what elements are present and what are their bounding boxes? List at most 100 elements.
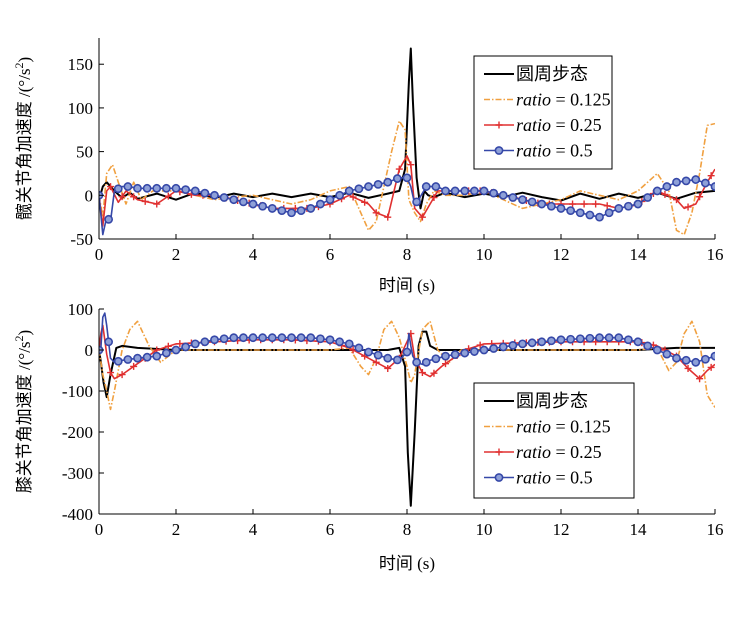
legend-label-italic: ratio <box>516 115 551 135</box>
series-line-0 <box>99 47 715 210</box>
series-marker-3 <box>431 354 441 364</box>
series-marker-3 <box>537 337 547 347</box>
series-marker-3 <box>489 344 499 353</box>
series-marker-2 <box>418 213 426 221</box>
series-marker-3 <box>527 338 537 348</box>
x-tick-label: 4 <box>249 245 258 264</box>
series-marker-2 <box>141 197 149 205</box>
legend-label-3: ratio = 0.5 <box>516 141 593 161</box>
series-marker-3 <box>229 333 239 343</box>
series-marker-3 <box>190 339 200 349</box>
y-axis-label-end: ) <box>15 57 34 63</box>
series-marker-3 <box>383 353 393 363</box>
x-tick-label: 6 <box>326 245 335 264</box>
series-marker-3 <box>258 333 268 343</box>
series-marker-3 <box>604 333 614 343</box>
series-marker-3 <box>508 340 518 350</box>
y-tick-label: 100 <box>68 300 94 319</box>
series-marker-3 <box>113 356 123 366</box>
series-marker-3 <box>412 357 422 367</box>
y-tick-label: 150 <box>68 55 94 74</box>
x-tick-label: 2 <box>172 520 181 539</box>
legend-label-1: ratio = 0.125 <box>516 90 611 110</box>
series-line-3 <box>99 177 715 236</box>
series-marker-3 <box>691 357 701 367</box>
series-marker-2 <box>430 193 438 201</box>
legend-label-italic: ratio <box>516 468 551 488</box>
series-marker-3 <box>142 183 152 193</box>
series-marker-3 <box>133 183 142 193</box>
series-marker-2 <box>684 203 692 211</box>
series-marker-3 <box>662 349 672 359</box>
series-marker-3 <box>315 199 325 209</box>
series-marker-3 <box>700 354 710 364</box>
legend-label-2: ratio = 0.25 <box>516 115 602 135</box>
legend-label-rest: = 0.5 <box>551 141 593 161</box>
x-tick-label: 14 <box>630 245 648 264</box>
x-tick-label: 4 <box>249 520 258 539</box>
y-tick-label: -300 <box>62 464 93 483</box>
series-marker-3 <box>200 337 210 347</box>
series-marker-2 <box>130 362 138 370</box>
series-marker-3 <box>672 177 681 187</box>
x-tick-label: 12 <box>553 520 570 539</box>
series-marker-3 <box>238 197 248 207</box>
legend-label-0: 圆周步态 <box>516 391 588 411</box>
series-marker-2 <box>476 341 484 349</box>
series-marker-3 <box>700 178 710 188</box>
series-marker-2 <box>580 200 588 208</box>
series-marker-3 <box>335 337 345 347</box>
y-tick-label: -50 <box>70 230 93 249</box>
series-marker-3 <box>518 339 527 349</box>
y-tick-label: 50 <box>76 143 93 162</box>
legend-label-italic: ratio <box>516 442 551 462</box>
y-tick-label: -100 <box>62 382 93 401</box>
series-marker-3 <box>566 206 576 215</box>
legend-marker-2 <box>495 448 503 456</box>
series-marker-3 <box>652 186 662 196</box>
legend-label-rest: = 0.25 <box>551 115 602 135</box>
panel-1: 0 2 4 6 8 10 12 14 16 -400 -300 -200 -100 0 100 时间 (s) 膝… <box>12 300 724 573</box>
series-marker-3 <box>479 345 489 355</box>
series-marker-3 <box>546 336 556 346</box>
series-marker-3 <box>643 341 653 351</box>
series-marker-3 <box>691 175 701 184</box>
series-marker-3 <box>181 185 191 195</box>
y-tick-label: 0 <box>85 186 94 205</box>
series-marker-3 <box>460 186 470 196</box>
series-marker-3 <box>469 347 479 356</box>
series-marker-3 <box>161 348 171 358</box>
y-tick-label: -200 <box>62 423 93 442</box>
legend-label-rest: 圆周步态 <box>516 64 588 84</box>
series-marker-3 <box>354 184 364 194</box>
x-tick-label: 14 <box>630 520 648 539</box>
series-marker-3 <box>585 333 595 343</box>
series-marker-3 <box>383 177 393 187</box>
series-marker-3 <box>643 193 653 202</box>
legend-label-3: ratio = 0.5 <box>516 468 593 488</box>
series-marker-3 <box>421 182 431 191</box>
series-marker-3 <box>258 201 268 211</box>
legend-label-rest: 圆周步态 <box>516 391 588 411</box>
legend-label-italic: ratio <box>516 417 551 437</box>
series-marker-2 <box>696 375 704 383</box>
series-marker-3 <box>210 335 219 345</box>
series-marker-3 <box>171 183 181 193</box>
series-marker-3 <box>441 351 450 361</box>
series-marker-2 <box>684 364 692 372</box>
series-marker-2 <box>707 172 715 180</box>
series-marker-2 <box>130 193 138 201</box>
series-marker-3 <box>267 333 277 343</box>
series-marker-3 <box>373 350 383 360</box>
series-marker-2 <box>176 340 184 348</box>
series-line-1 <box>99 120 715 236</box>
series-line-1 <box>99 320 715 411</box>
series-marker-2 <box>430 369 438 377</box>
series-marker-2 <box>395 165 403 173</box>
series-marker-3 <box>556 335 566 345</box>
series-marker-2 <box>372 209 380 217</box>
series-marker-2 <box>361 198 369 206</box>
series-marker-3 <box>460 348 470 358</box>
series-marker-3 <box>229 195 239 205</box>
